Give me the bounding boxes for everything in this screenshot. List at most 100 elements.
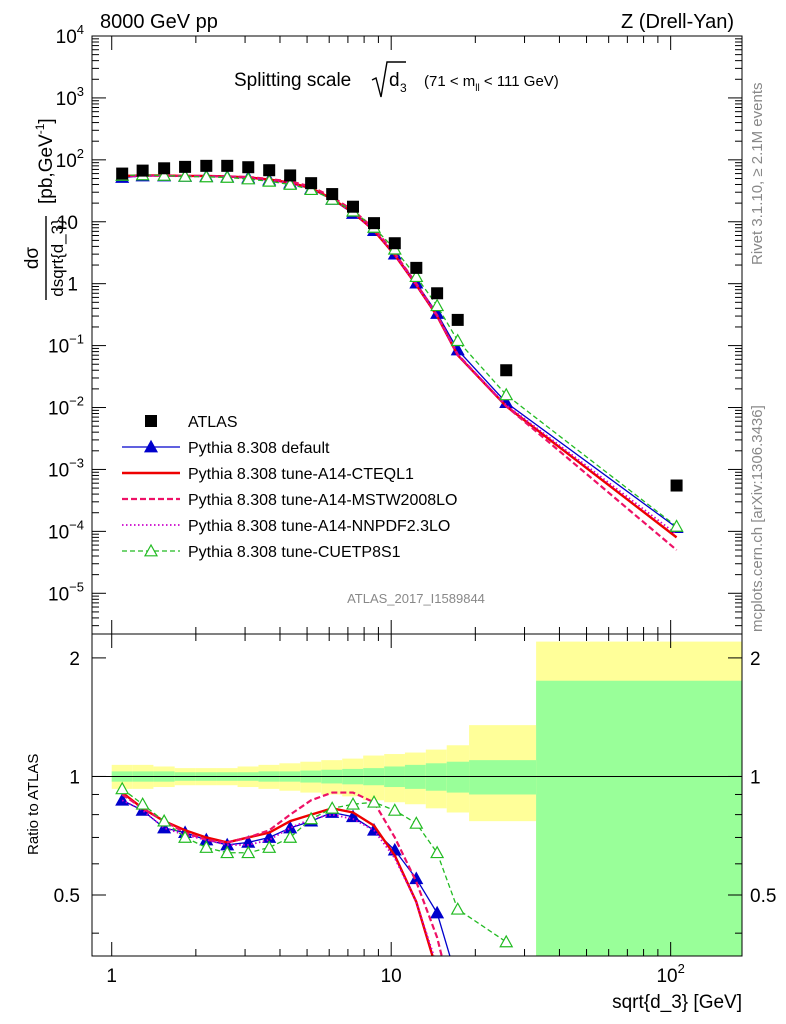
ratio-point-cuetp8s1-11 bbox=[345, 797, 361, 810]
ratio-point-default-2 bbox=[157, 820, 172, 834]
ylabel-unit: [pb,GeV bbox=[36, 134, 57, 204]
point-atlas-2 bbox=[158, 162, 171, 175]
ratio-point-default-0 bbox=[115, 793, 130, 806]
legend-label-default: Pythia 8.308 default bbox=[188, 440, 330, 457]
legend-marker-cuetp8s1 bbox=[143, 543, 159, 557]
legend: ATLAS Pythia 8.308 default Pythia 8.308 tu… bbox=[122, 414, 457, 561]
series-line-cteql1 bbox=[122, 174, 678, 539]
x-tick-label-2: 102 bbox=[656, 961, 684, 987]
ratio-point-cuetp8s1-16 bbox=[450, 902, 465, 915]
y-tick-label-6: 10−2 bbox=[48, 394, 84, 420]
y-axis-label-top: dσ dsqrt{d_3} [pb,GeV-1] bbox=[22, 118, 67, 300]
point-cuetp8s1-17 bbox=[499, 387, 514, 401]
ylabel-den: dsqrt{d_3} bbox=[48, 219, 67, 297]
band-inner-18 bbox=[536, 680, 742, 956]
x-tick-label-0: 1 bbox=[106, 966, 117, 987]
point-atlas-10 bbox=[326, 188, 339, 201]
ratio-point-cuetp8s1-3 bbox=[178, 830, 193, 843]
ratio-point-cuetp8s1-15 bbox=[430, 845, 445, 859]
y-tick-label-2: 102 bbox=[56, 146, 84, 172]
point-atlas-6 bbox=[242, 161, 255, 174]
ratio-tick-label-r-2: 0.5 bbox=[750, 886, 776, 907]
point-cuetp8s1-18 bbox=[669, 519, 684, 532]
ratio-point-default-16 bbox=[452, 976, 464, 987]
ratio-point-default-15 bbox=[430, 905, 445, 919]
title-range-a: (71 < m bbox=[424, 73, 475, 90]
y-tick-label-4: 1 bbox=[67, 275, 78, 296]
rivet-label: Rivet 3.1.10, ≥ 2.1M events bbox=[749, 83, 766, 266]
ratio-point-cuetp8s1-5 bbox=[220, 845, 235, 859]
analysis-label: ATLAS_2017_I1589844 bbox=[347, 591, 485, 606]
legend-marker-default bbox=[143, 439, 159, 453]
y-tick-label-3: 10 bbox=[57, 213, 78, 234]
band-inner-16 bbox=[446, 761, 470, 793]
point-atlas-18 bbox=[670, 479, 683, 492]
svg-text:Splitting scale: Splitting scale bbox=[234, 70, 351, 91]
ylabel-unit-sup: -1 bbox=[33, 123, 47, 134]
ratio-point-cuetp8s1-1 bbox=[135, 797, 150, 810]
legend-label-cteql1: Pythia 8.308 tune-A14-CTEQL1 bbox=[188, 466, 414, 483]
point-cuetp8s1-16 bbox=[450, 333, 465, 347]
ratio-point-cuetp8s1-8 bbox=[283, 830, 298, 843]
header-right: Z (Drell-Yan) bbox=[621, 11, 734, 33]
ratio-point-cuetp8s1-12 bbox=[366, 795, 382, 808]
point-cuetp8s1-15 bbox=[430, 298, 445, 312]
title-range-sub: ll bbox=[475, 83, 479, 94]
header-left: 8000 GeV pp bbox=[100, 11, 218, 33]
top-series bbox=[115, 159, 684, 551]
ratio-frame bbox=[91, 633, 743, 957]
ratio-tick-label-l-0: 2 bbox=[69, 649, 80, 670]
point-atlas-9 bbox=[305, 177, 318, 190]
svg-text:(71 < mll < 111 GeV): (71 < mll < 111 GeV) bbox=[424, 73, 559, 94]
point-cuetp8s1-8 bbox=[283, 177, 298, 190]
ratio-line-mstw bbox=[121, 791, 443, 956]
ratio-tick-label-r-1: 1 bbox=[750, 767, 761, 788]
point-atlas-7 bbox=[263, 164, 276, 177]
ylabel-num: dσ bbox=[22, 247, 43, 270]
y-tick-label-8: 10−4 bbox=[48, 517, 84, 543]
ratio-bands bbox=[92, 641, 742, 956]
mcplots-label: mcplots.cern.ch [arXiv:1306.3436] bbox=[749, 405, 766, 632]
point-atlas-14 bbox=[410, 261, 423, 274]
y-tick-label-0: 104 bbox=[56, 22, 84, 48]
point-cuetp8s1-2 bbox=[157, 168, 172, 181]
point-atlas-16 bbox=[451, 313, 464, 326]
ratio-point-cuetp8s1-9 bbox=[304, 811, 319, 825]
point-cuetp8s1-4 bbox=[199, 169, 214, 183]
sqrt-sign bbox=[371, 61, 406, 98]
svg-text:[pb,GeV-1]: [pb,GeV-1] bbox=[33, 118, 57, 204]
point-atlas-12 bbox=[368, 217, 381, 230]
band-inner-15 bbox=[425, 763, 447, 791]
title-range-b: < 111 GeV) bbox=[480, 73, 559, 90]
legend-marker-atlas bbox=[145, 415, 157, 427]
legend-label-cuetp8s1: Pythia 8.308 tune-CUETP8S1 bbox=[188, 544, 401, 561]
point-cuetp8s1-5 bbox=[220, 170, 235, 183]
y-tick-label-5: 10−1 bbox=[48, 332, 84, 358]
ratio-point-cuetp8s1-7 bbox=[262, 840, 277, 853]
ratio-point-cuetp8s1-14 bbox=[409, 816, 424, 829]
point-cuetp8s1-7 bbox=[262, 174, 277, 187]
y-tick-label-9: 10−5 bbox=[48, 579, 84, 605]
point-atlas-13 bbox=[388, 237, 401, 250]
point-atlas-4 bbox=[200, 159, 213, 172]
title-sub: 3 bbox=[400, 81, 407, 95]
ratio-point-cuetp8s1-2 bbox=[157, 813, 172, 827]
legend-label-atlas: ATLAS bbox=[188, 414, 238, 431]
point-atlas-11 bbox=[346, 200, 359, 213]
ratio-point-cuetp8s1-6 bbox=[241, 845, 256, 859]
series-line-nnpdf bbox=[122, 175, 678, 535]
ratio-line-nnpdf bbox=[121, 799, 435, 956]
point-cuetp8s1-6 bbox=[241, 171, 256, 185]
ratio-point-cuetp8s1-17 bbox=[499, 934, 514, 948]
ratio-point-cuetp8s1-4 bbox=[199, 840, 214, 853]
point-atlas-1 bbox=[136, 164, 149, 177]
ratio-tick-label-l-1: 1 bbox=[69, 767, 80, 788]
title-sym: d bbox=[389, 70, 400, 91]
band-inner-17 bbox=[469, 760, 537, 795]
plot-title: Splitting scale d 3 (71 < mll < 111 GeV) bbox=[234, 61, 559, 98]
point-atlas-15 bbox=[431, 287, 444, 300]
x-tick-label-1: 10 bbox=[381, 966, 402, 987]
ratio-line-cteql1 bbox=[121, 791, 434, 956]
